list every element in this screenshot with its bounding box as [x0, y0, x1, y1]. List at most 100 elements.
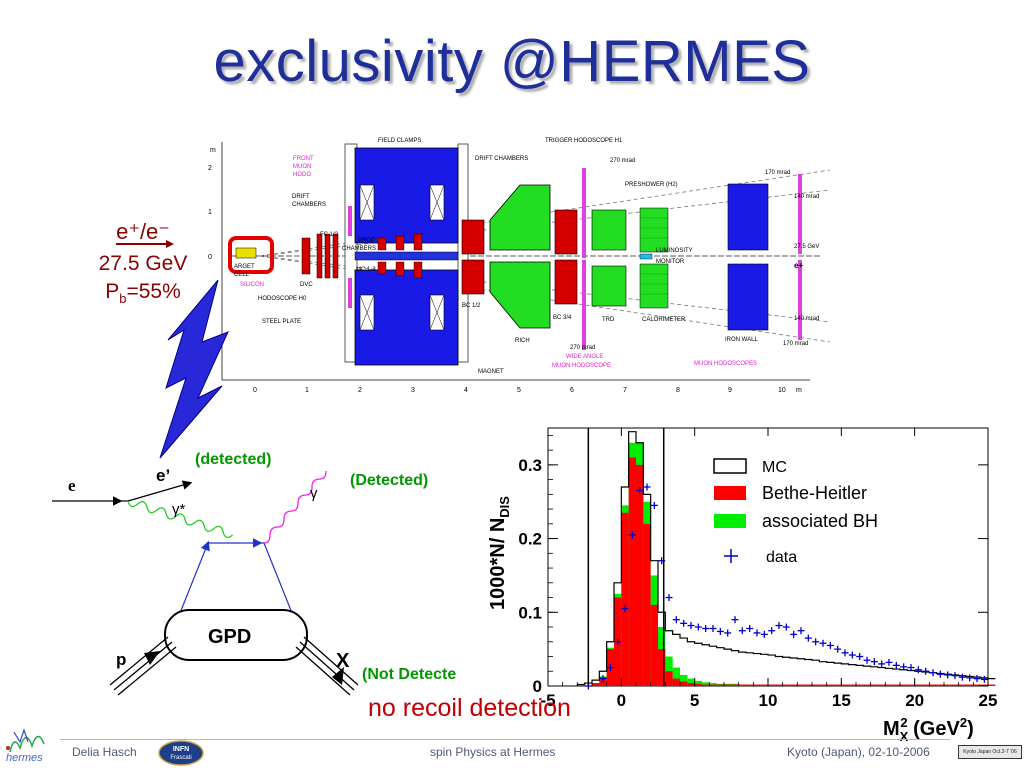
label-luminosity: LUMINOSITY — [656, 248, 693, 254]
label-eplus: e+ — [794, 261, 803, 270]
bh-bar — [914, 684, 922, 686]
label-cell: CELL — [234, 272, 250, 278]
bh-bar — [694, 683, 702, 686]
bh-bar — [834, 684, 842, 686]
data-point — [797, 627, 805, 635]
no-recoil-text: no recoil detection — [368, 694, 571, 722]
label-chambers: CHAMBERS — [292, 202, 326, 208]
legend-bh: Bethe-Heitler — [762, 483, 867, 503]
data-point — [812, 638, 820, 646]
data-point — [958, 673, 966, 681]
label-field-clamps: FIELD CLAMPS — [378, 138, 421, 144]
beam-arrow — [88, 240, 198, 250]
data-point — [907, 664, 915, 672]
data-point — [636, 487, 644, 495]
bh-bar — [709, 684, 717, 686]
label-hodoscope-h0: HODOSCOPE H0 — [258, 296, 307, 302]
real-photon — [263, 470, 327, 544]
beam-polarisation: Pb=55% — [88, 278, 198, 313]
bh-bar — [650, 604, 658, 686]
detector-x-tick: 4 — [464, 387, 468, 394]
data-point — [768, 627, 776, 635]
data-point — [702, 625, 710, 633]
bh-bar — [973, 684, 981, 686]
data-point — [724, 629, 732, 637]
data-point — [848, 651, 856, 659]
label-mrad: 270 mrad — [610, 158, 635, 164]
bh-bar — [760, 684, 768, 686]
x-tick-label: 15 — [832, 691, 851, 710]
data-point — [672, 616, 680, 624]
y-tick-label: 0.2 — [518, 530, 542, 549]
bh-bar — [724, 684, 732, 686]
data-point — [614, 638, 622, 646]
label-mrad: 140 mrad — [794, 316, 819, 322]
label-preshower: PRESHOWER (H2) — [625, 182, 678, 188]
bh-bar — [885, 684, 893, 686]
legend-data: data — [766, 549, 797, 566]
y-tick-label: 0 — [533, 677, 542, 696]
x-tick-label: -5 — [540, 691, 555, 710]
bh-bar — [753, 684, 761, 686]
data-point — [716, 627, 724, 635]
chart-legend: MC Bethe-Heitler associated BH data — [713, 458, 878, 566]
label-fc12: FC 1/2 — [320, 232, 339, 238]
data-point — [680, 619, 688, 627]
bh-bar — [951, 684, 959, 686]
data-point — [819, 639, 827, 647]
data-point — [790, 630, 798, 638]
slide-title: exclusivity @HERMES — [213, 29, 811, 94]
lightning-bolt — [159, 280, 229, 459]
x-tick-label: 5 — [690, 691, 699, 710]
outgoing-electron — [127, 480, 193, 502]
label-trigger-h1: TRIGGER HODOSCOPE H1 — [545, 138, 623, 144]
bh-bar — [687, 683, 695, 686]
detector-x-tick: 8 — [676, 387, 680, 394]
kyoto-stamp: Kyoto Japan Oct.2-7 '06 — [958, 745, 1022, 759]
hermes-detector-diagram: m 2 1 0 -1 0 1 2 3 4 5 6 7 8 9 10 m — [206, 138, 831, 394]
pol-label: P — [105, 280, 120, 303]
bh-bar — [841, 684, 849, 686]
data-point — [834, 645, 842, 653]
label-bc12: BC 1/2 — [462, 303, 481, 309]
label-mrad: 170 mrad — [783, 341, 808, 347]
data-point — [621, 605, 629, 613]
data-point — [878, 660, 886, 668]
mc-histogram-line — [576, 431, 996, 686]
label-drift-chambers: DRIFT CHAMBERS — [475, 156, 528, 162]
virtual-photon — [127, 500, 234, 539]
label-wide-angle-muon: MUON HODOSCOPE — [552, 363, 611, 369]
data-point — [731, 616, 739, 624]
bh-bar — [636, 464, 644, 686]
data-point — [900, 663, 908, 671]
abh-bar — [702, 682, 710, 686]
data-point — [760, 630, 768, 638]
label-drift: DRIFT — [292, 194, 310, 200]
label-dvc: DVC — [300, 282, 313, 288]
label-mrad: 270 mrad — [570, 345, 595, 351]
detector-x-tick: 2 — [358, 387, 362, 394]
label-detected-electron: (detected) — [195, 451, 271, 468]
label-target: ARGET — [234, 264, 255, 270]
bh-bar — [900, 684, 908, 686]
pol-value: =55% — [126, 280, 181, 303]
x-tick-label: 10 — [759, 691, 778, 710]
label-e: e — [68, 476, 76, 495]
beam-particles: e⁺/e⁻ — [116, 219, 170, 244]
bh-bar — [665, 671, 673, 686]
data-point — [709, 625, 717, 633]
bh-bar — [731, 684, 739, 686]
detector-x-tick: 6 — [570, 387, 574, 394]
abh-bar — [672, 667, 680, 686]
y-tick-label: 0.1 — [518, 603, 542, 622]
bh-bar — [797, 684, 805, 686]
bh-bar — [790, 684, 798, 686]
bh-bar — [738, 684, 746, 686]
detector-x-tick: 7 — [623, 387, 627, 394]
bh-bar — [716, 684, 724, 686]
bh-bar — [929, 684, 937, 686]
data-point — [782, 623, 790, 631]
data-point — [804, 634, 812, 642]
feynman-diagram: e e’ (detected) γ* γ (Detected) GPD p X … — [52, 451, 456, 696]
label-muon-hodoscopes: MUON HODOSCOPES — [694, 361, 757, 367]
